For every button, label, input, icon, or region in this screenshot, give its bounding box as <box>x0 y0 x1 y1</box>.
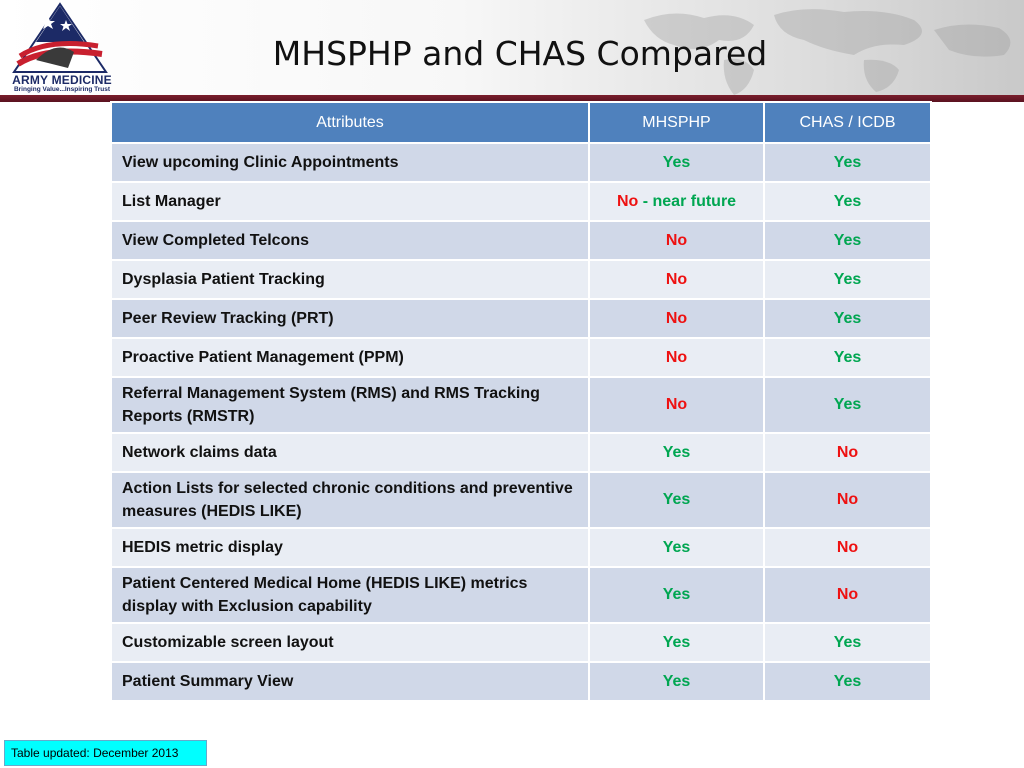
chas-value: Yes <box>833 672 862 690</box>
attribute-cell: Patient Summary View <box>110 661 590 702</box>
chas-cell: Yes <box>763 181 932 222</box>
chas-cell: Yes <box>763 298 932 339</box>
chas-cell: No <box>763 527 932 568</box>
attribute-cell: Patient Centered Medical Home (HEDIS LIK… <box>110 566 590 624</box>
chas-cell: Yes <box>763 622 932 663</box>
mhsphp-value: Yes <box>662 538 691 556</box>
army-medicine-emblem <box>12 2 108 73</box>
chas-cell: Yes <box>763 661 932 702</box>
chas-value: No <box>836 491 859 508</box>
chas-value: No <box>836 538 859 556</box>
chas-cell: Yes <box>763 376 932 434</box>
table-row: Customizable screen layout Yes Yes <box>110 622 932 663</box>
mhsphp-cell: Yes <box>588 622 765 663</box>
chas-value: No <box>836 443 859 461</box>
mhsphp-cell: Yes <box>588 661 765 702</box>
chas-cell: Yes <box>763 142 932 183</box>
mhsphp-cell: Yes <box>588 566 765 624</box>
attribute-cell: Action Lists for selected chronic condit… <box>110 471 590 529</box>
mhsphp-value: Yes <box>662 443 691 461</box>
table-body: View upcoming Clinic Appointments Yes Yes L… <box>110 142 932 702</box>
mhsphp-cell: No <box>588 298 765 339</box>
mhsphp-cell: Yes <box>588 471 765 529</box>
table-row: Network claims data Yes No <box>110 432 932 473</box>
mhsphp-note: - near future <box>642 192 737 210</box>
slide-header: ARMY MEDICINE Bringing Value...Inspiring… <box>0 0 1024 100</box>
logo-tagline: Bringing Value...Inspiring Trust <box>13 86 111 93</box>
mhsphp-cell: Yes <box>588 432 765 473</box>
column-header-attributes: Attributes <box>110 101 590 144</box>
mhsphp-value: Yes <box>662 586 691 603</box>
comparison-table: Attributes MHSPHP CHAS / ICDB View upcom… <box>110 101 932 702</box>
attribute-cell: View Completed Telcons <box>110 220 590 261</box>
attribute-cell: Network claims data <box>110 432 590 473</box>
attribute-cell: Dysplasia Patient Tracking <box>110 259 590 300</box>
table-row: Proactive Patient Management (PPM) No Yes <box>110 337 932 378</box>
table-row: Dysplasia Patient Tracking No Yes <box>110 259 932 300</box>
logo-wordmark: ARMY MEDICINE <box>12 73 112 87</box>
table-row: Action Lists for selected chronic condit… <box>110 471 932 529</box>
world-map-background <box>644 9 1011 95</box>
mhsphp-value: Yes <box>662 633 691 651</box>
chas-value: Yes <box>833 153 862 171</box>
table-row: Referral Management System (RMS) and RMS… <box>110 376 932 434</box>
comparison-table-container: Attributes MHSPHP CHAS / ICDB View upcom… <box>110 101 932 702</box>
table-row: View Completed Telcons No Yes <box>110 220 932 261</box>
chas-cell: Yes <box>763 259 932 300</box>
attribute-cell: View upcoming Clinic Appointments <box>110 142 590 183</box>
mhsphp-value: No <box>665 396 688 413</box>
mhsphp-value: No <box>665 348 688 366</box>
mhsphp-cell: No - near future <box>588 181 765 222</box>
mhsphp-value: No <box>665 270 688 288</box>
chas-cell: Yes <box>763 220 932 261</box>
column-header-mhsphp: MHSPHP <box>588 101 765 144</box>
chas-value: Yes <box>833 633 862 651</box>
mhsphp-value: No <box>616 192 639 210</box>
mhsphp-cell: No <box>588 376 765 434</box>
chas-value: Yes <box>833 192 862 210</box>
table-row: Patient Summary View Yes Yes <box>110 661 932 702</box>
table-row: Patient Centered Medical Home (HEDIS LIK… <box>110 566 932 624</box>
chas-cell: No <box>763 471 932 529</box>
chas-value: Yes <box>833 348 862 366</box>
army-medicine-logo: ARMY MEDICINE Bringing Value...Inspiring… <box>6 2 114 94</box>
attribute-cell: List Manager <box>110 181 590 222</box>
chas-cell: No <box>763 432 932 473</box>
mhsphp-cell: No <box>588 220 765 261</box>
table-row: HEDIS metric display Yes No <box>110 527 932 568</box>
chas-cell: Yes <box>763 337 932 378</box>
mhsphp-cell: No <box>588 337 765 378</box>
chas-cell: No <box>763 566 932 624</box>
header-divider-bar <box>0 95 1024 102</box>
chas-value: Yes <box>833 309 862 327</box>
mhsphp-value: No <box>665 231 688 249</box>
table-row: List Manager No - near future Yes <box>110 181 932 222</box>
attribute-cell: Peer Review Tracking (PRT) <box>110 298 590 339</box>
table-updated-note: Table updated: December 2013 <box>4 740 207 766</box>
mhsphp-value: Yes <box>662 491 691 508</box>
mhsphp-cell: No <box>588 259 765 300</box>
chas-value: Yes <box>833 270 862 288</box>
slide-title: MHSPHP and CHAS Compared <box>272 34 768 73</box>
attribute-cell: HEDIS metric display <box>110 527 590 568</box>
attribute-cell: Proactive Patient Management (PPM) <box>110 337 590 378</box>
mhsphp-cell: Yes <box>588 142 765 183</box>
mhsphp-value: Yes <box>662 672 691 690</box>
chas-value: No <box>836 586 859 603</box>
attribute-cell: Customizable screen layout <box>110 622 590 663</box>
mhsphp-value: No <box>665 309 688 327</box>
table-header-row: Attributes MHSPHP CHAS / ICDB <box>110 101 932 144</box>
chas-value: Yes <box>833 231 862 249</box>
mhsphp-cell: Yes <box>588 527 765 568</box>
chas-value: Yes <box>833 396 862 413</box>
column-header-chas-icdb: CHAS / ICDB <box>763 101 932 144</box>
attribute-cell: Referral Management System (RMS) and RMS… <box>110 376 590 434</box>
mhsphp-value: Yes <box>662 153 691 171</box>
table-row: View upcoming Clinic Appointments Yes Yes <box>110 142 932 183</box>
table-row: Peer Review Tracking (PRT) No Yes <box>110 298 932 339</box>
